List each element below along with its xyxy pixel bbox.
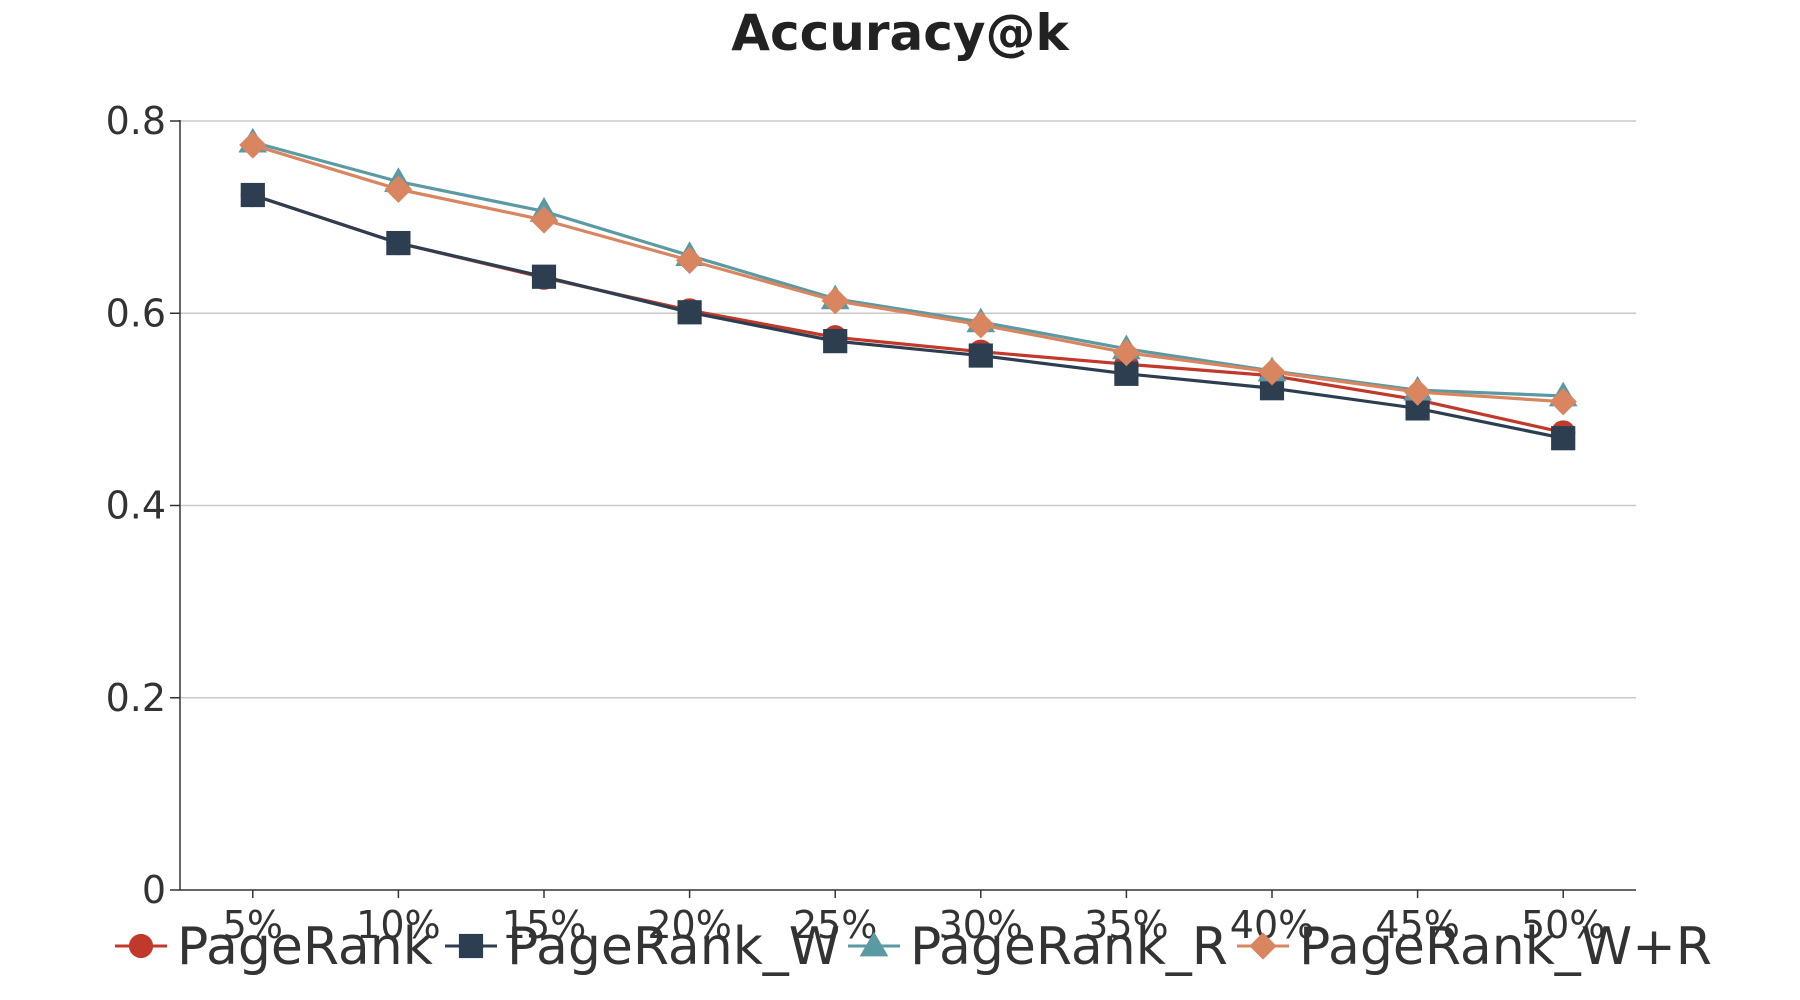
data-point: [1403, 378, 1432, 406]
series-pagerank-r: [238, 127, 1578, 407]
data-point: [1112, 339, 1141, 367]
legend-item[interactable]: PageRank_W: [445, 917, 840, 977]
series-pagerank-w-r: [239, 131, 1577, 416]
x-tick-label: 10%: [356, 903, 440, 947]
x-tick-label: 5%: [223, 903, 283, 947]
legend-item[interactable]: PageRank_W+R: [1237, 917, 1712, 977]
legend-label: PageRank_W+R: [1299, 917, 1712, 977]
x-tick-label: 40%: [1230, 903, 1314, 947]
data-point: [1258, 358, 1286, 386]
legend-label: PageRank: [177, 917, 433, 977]
x-tick-label: 45%: [1375, 903, 1459, 947]
y-tick-label: 0: [142, 868, 166, 912]
x-tick-label: 15%: [502, 903, 586, 947]
y-tick-label: 0.4: [106, 484, 166, 528]
x-tick-label: 50%: [1521, 903, 1605, 947]
legend-item[interactable]: PageRank_R: [848, 917, 1228, 977]
x-axis-ticks: 5% 10% 15% 20% 25% 30% 35% 40% 45% 50%: [223, 890, 1605, 947]
data-point: [968, 343, 993, 368]
chart-title: Accuracy@k: [731, 4, 1070, 62]
data-point: [1551, 426, 1576, 451]
x-tick-label: 25%: [793, 903, 877, 947]
x-tick-label: 30%: [939, 903, 1023, 947]
series-line: [252, 193, 1564, 440]
data-point: [823, 329, 848, 354]
data-point: [530, 206, 558, 234]
legend-label: PageRank_R: [910, 917, 1228, 977]
y-tick-label: 0.8: [106, 99, 166, 143]
series-pagerank-w: [240, 182, 1576, 451]
legend-marker: [458, 933, 484, 959]
data-point: [1549, 388, 1577, 416]
y-tick-label: 0.2: [106, 676, 166, 720]
data-point: [967, 311, 995, 339]
y-tick-label: 0.6: [106, 291, 166, 335]
data-point: [677, 300, 702, 325]
legend-marker: [859, 931, 889, 957]
x-tick-label: 20%: [647, 903, 731, 947]
data-point: [386, 230, 411, 256]
series-group: [238, 127, 1578, 451]
data-point: [675, 246, 704, 275]
data-point: [531, 264, 557, 289]
legend[interactable]: PageRank PageRank_W PageRank_R PageRank_W+R: [115, 917, 1712, 977]
data-point: [239, 131, 267, 159]
data-point: [384, 175, 413, 203]
data-point: [821, 287, 849, 315]
y-axis-ticks: 0 0.2 0.4 0.6 0.8: [106, 99, 180, 912]
legend-label: PageRank_W: [507, 917, 840, 977]
x-tick-label: 35%: [1084, 903, 1168, 947]
series-line: [252, 143, 1564, 404]
legend-item[interactable]: PageRank: [115, 917, 433, 977]
data-point: [240, 182, 265, 208]
legend-marker: [128, 933, 154, 959]
legend-marker: [1249, 932, 1277, 960]
series-line: [252, 140, 1564, 398]
